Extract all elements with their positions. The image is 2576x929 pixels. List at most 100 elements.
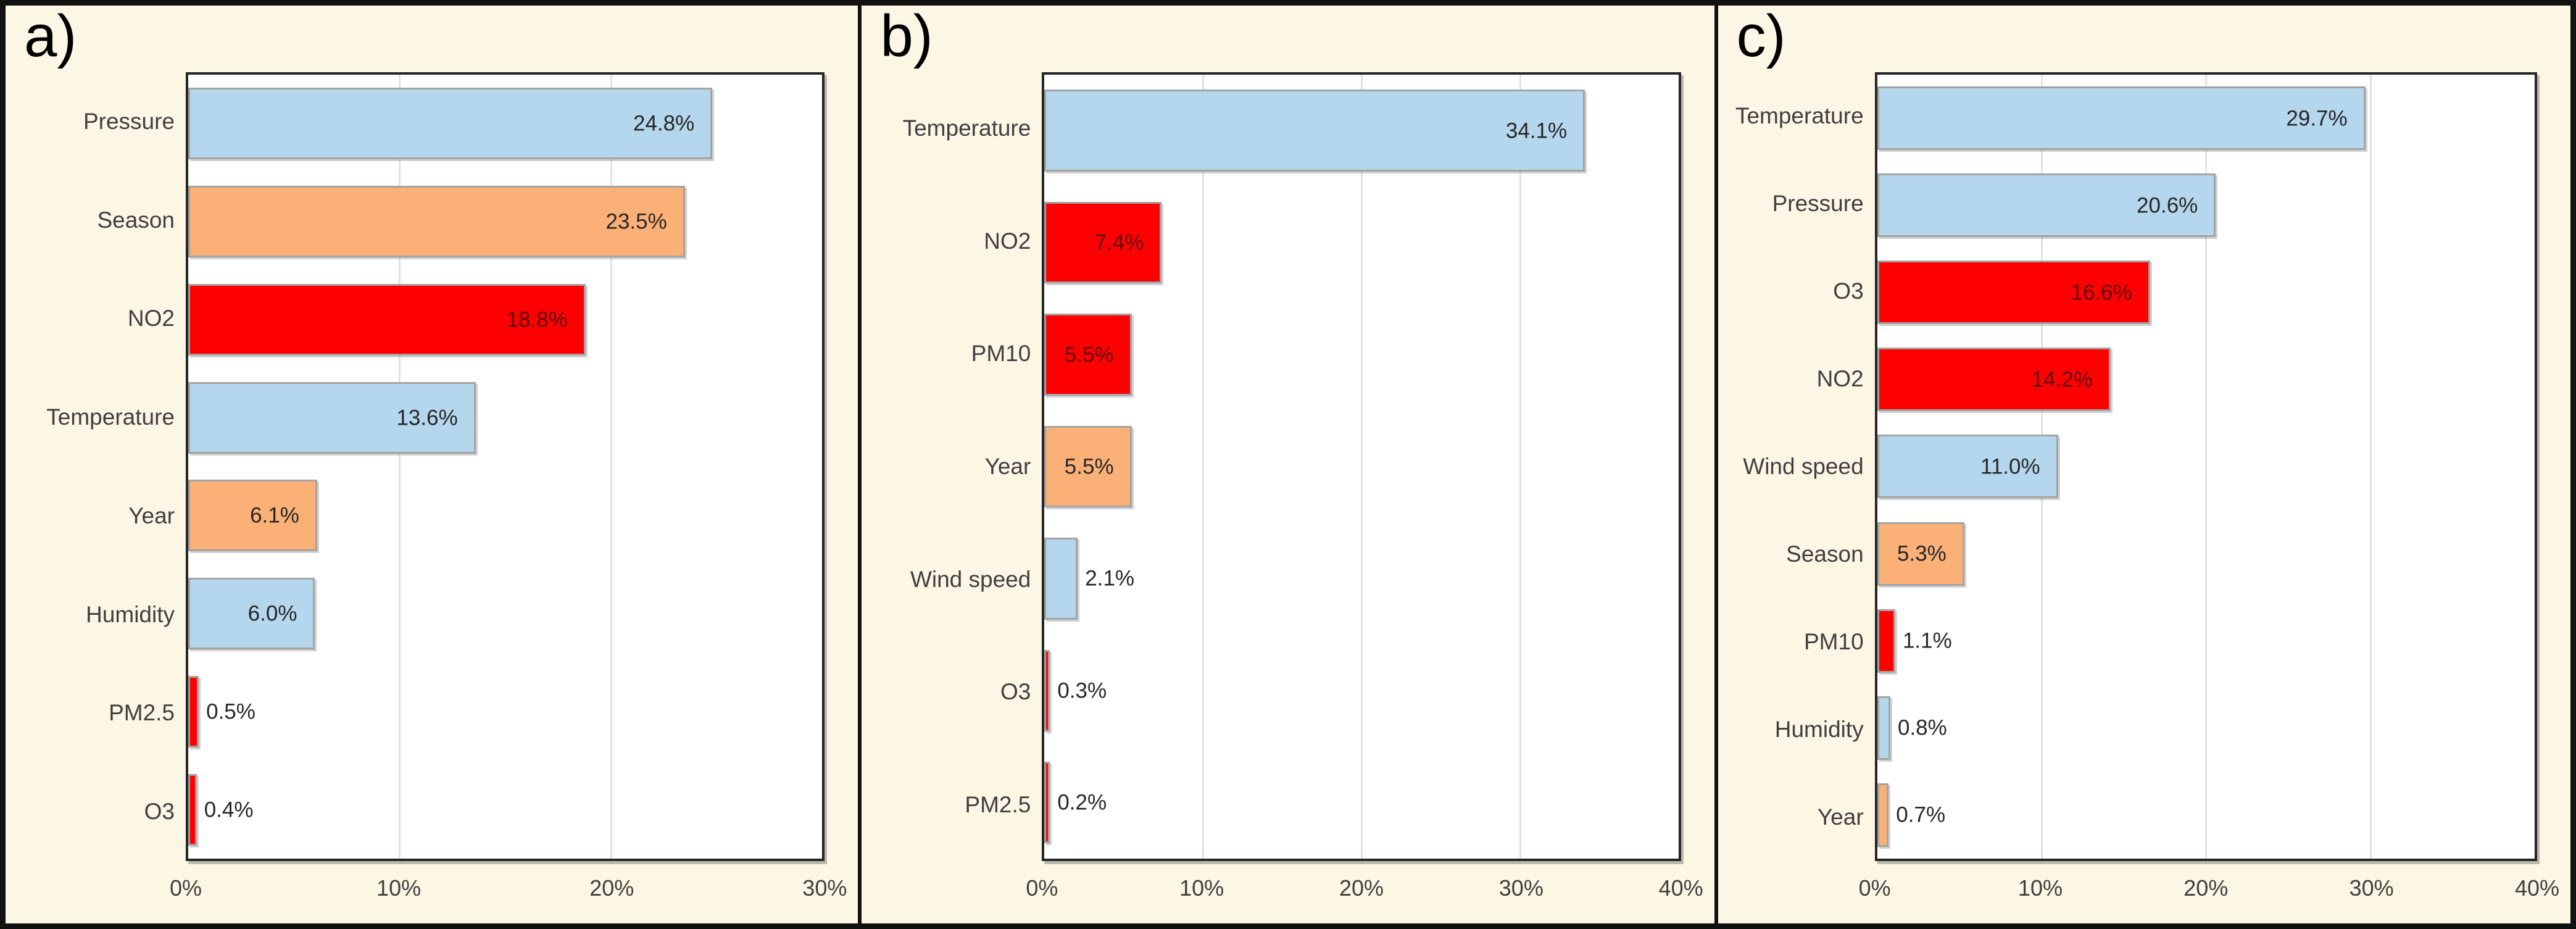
plot-area: 34.1% 7.4% 5.5% 5.5% 2.1% 0.3% 0.2% xyxy=(1042,72,1681,861)
value-label: 20.6% xyxy=(2137,193,2198,218)
bar: 0.8% xyxy=(1877,696,1947,760)
bar: 5.3% xyxy=(1877,522,1964,586)
value-label: 1.1% xyxy=(1902,628,1952,653)
bar: 16.6% xyxy=(1877,260,2150,325)
value-label: 0.3% xyxy=(1057,678,1107,703)
x-tick-label: 0% xyxy=(1026,875,1058,901)
bar-row: 7.4% xyxy=(1044,186,1678,298)
axis-row: 0% 10% 20% 30% 40% xyxy=(862,861,1703,920)
value-label: 14.2% xyxy=(2031,367,2093,392)
category-label: Pressure xyxy=(83,108,175,134)
bar-row: 0.3% xyxy=(1044,635,1678,746)
bar: 6.0% xyxy=(188,578,315,650)
category-label: Pressure xyxy=(1772,191,1864,216)
chart-body: Pressure Season NO2 Temperature Year Humidity… xyxy=(6,72,825,861)
x-tick-label: 20% xyxy=(2183,875,2229,901)
bar: 14.2% xyxy=(1877,348,2111,412)
bar: 23.5% xyxy=(188,186,685,258)
x-tick-label: 20% xyxy=(1339,875,1384,901)
panel-b: b) Temperature NO2 PM10 Year Wind speed O3 PM2… xyxy=(858,6,1714,923)
bar-row: 11.0% xyxy=(1877,423,2535,510)
bar-row: 13.6% xyxy=(188,369,822,467)
value-label: 34.1% xyxy=(1505,119,1568,143)
bar: 7.4% xyxy=(1044,201,1162,284)
panel-a: a) Pressure Season NO2 Temperature Year Humid… xyxy=(6,6,858,923)
bar: 0.4% xyxy=(188,773,253,846)
bar: 0.2% xyxy=(1044,762,1107,844)
bar: 0.7% xyxy=(1877,783,1945,847)
value-label: 24.8% xyxy=(633,111,695,136)
bar-row: 5.5% xyxy=(1044,410,1678,522)
x-tick-label: 30% xyxy=(1498,875,1544,901)
x-tick-label: 0% xyxy=(169,875,202,901)
plot-area: 29.7% 20.6% 16.6% 14.2% 11.0% 5.3% 1.1% 0.8% 0.7… xyxy=(1874,72,2537,861)
bar: 34.1% xyxy=(1044,90,1585,172)
category-labels: Temperature NO2 PM10 Year Wind speed O3 PM2.5 xyxy=(862,72,1042,861)
bar-row: 14.2% xyxy=(1877,336,2535,423)
category-label: Season xyxy=(1786,541,1864,567)
gridline xyxy=(2205,75,2208,859)
panel-letter-b: b) xyxy=(880,3,933,69)
value-label: 7.4% xyxy=(1094,230,1144,255)
category-label: Humidity xyxy=(1774,717,1864,742)
category-label: O3 xyxy=(1833,278,1864,304)
bar: 24.8% xyxy=(188,88,713,160)
bar-row: 6.1% xyxy=(188,467,822,565)
value-label: 0.8% xyxy=(1897,715,1947,740)
axis-spacer xyxy=(1718,861,1875,920)
x-tick-label: 30% xyxy=(2349,875,2394,901)
category-label: PM2.5 xyxy=(109,700,175,726)
value-label: 5.5% xyxy=(1064,343,1114,367)
x-tick-label: 40% xyxy=(1658,875,1703,901)
panel-letter-c: c) xyxy=(1736,3,1786,69)
bar: 0.5% xyxy=(188,675,256,748)
category-label: Season xyxy=(97,207,175,233)
bar: 0.3% xyxy=(1044,649,1107,732)
bar: 5.5% xyxy=(1044,314,1132,396)
category-labels: Temperature Pressure O3 NO2 Wind speed Season… xyxy=(1718,72,1875,861)
bar-row: 0.2% xyxy=(1044,747,1678,859)
bar: 29.7% xyxy=(1877,86,2366,151)
plot-area: 24.8% 23.5% 18.8% 13.6% 6.1% 6.0% 0.5% 0.4% xyxy=(186,72,825,861)
category-label: Humidity xyxy=(86,601,175,627)
gridline xyxy=(2369,75,2372,859)
gridline xyxy=(610,75,612,859)
bar-row: 5.3% xyxy=(1877,510,2535,598)
value-label: 2.1% xyxy=(1085,566,1135,591)
category-label: Year xyxy=(128,502,175,528)
chart-body: Temperature NO2 PM10 Year Wind speed O3 PM2.5 … xyxy=(862,72,1681,861)
bar: 11.0% xyxy=(1877,435,2058,499)
value-label: 0.5% xyxy=(206,699,256,724)
category-label: NO2 xyxy=(984,228,1031,254)
category-label: NO2 xyxy=(1816,366,1864,391)
bar: 1.1% xyxy=(1877,609,1952,673)
x-tick-label: 40% xyxy=(2514,875,2560,901)
x-axis: 0% 10% 20% 30% xyxy=(170,861,847,920)
x-tick-label: 10% xyxy=(376,875,422,901)
gridline xyxy=(1202,75,1205,859)
bar-row: 0.7% xyxy=(1877,772,2535,859)
bar: 18.8% xyxy=(188,283,586,356)
bar: 5.5% xyxy=(1044,425,1132,508)
category-label: O3 xyxy=(144,799,175,825)
bar: 20.6% xyxy=(1877,173,2216,238)
bar-row: 1.1% xyxy=(1877,598,2535,685)
category-label: Temperature xyxy=(1735,103,1864,128)
bar-row: 0.8% xyxy=(1877,685,2535,772)
value-label: 6.1% xyxy=(250,503,299,528)
category-label: Temperature xyxy=(46,404,175,430)
category-label: Year xyxy=(1817,804,1864,830)
category-label: Year xyxy=(984,454,1031,480)
value-label: 13.6% xyxy=(396,406,458,430)
bar: 13.6% xyxy=(188,381,476,454)
x-tick-label: 30% xyxy=(802,875,847,901)
bar-row: 2.1% xyxy=(1044,523,1678,635)
value-label: 29.7% xyxy=(2286,106,2348,131)
value-label: 0.7% xyxy=(1896,802,1946,827)
x-tick-label: 10% xyxy=(1179,875,1224,901)
value-label: 0.2% xyxy=(1057,790,1107,815)
category-label: Wind speed xyxy=(910,566,1031,592)
bar-row: 34.1% xyxy=(1044,75,1678,186)
gridline xyxy=(1360,75,1363,859)
panel-letter-a: a) xyxy=(24,3,77,69)
